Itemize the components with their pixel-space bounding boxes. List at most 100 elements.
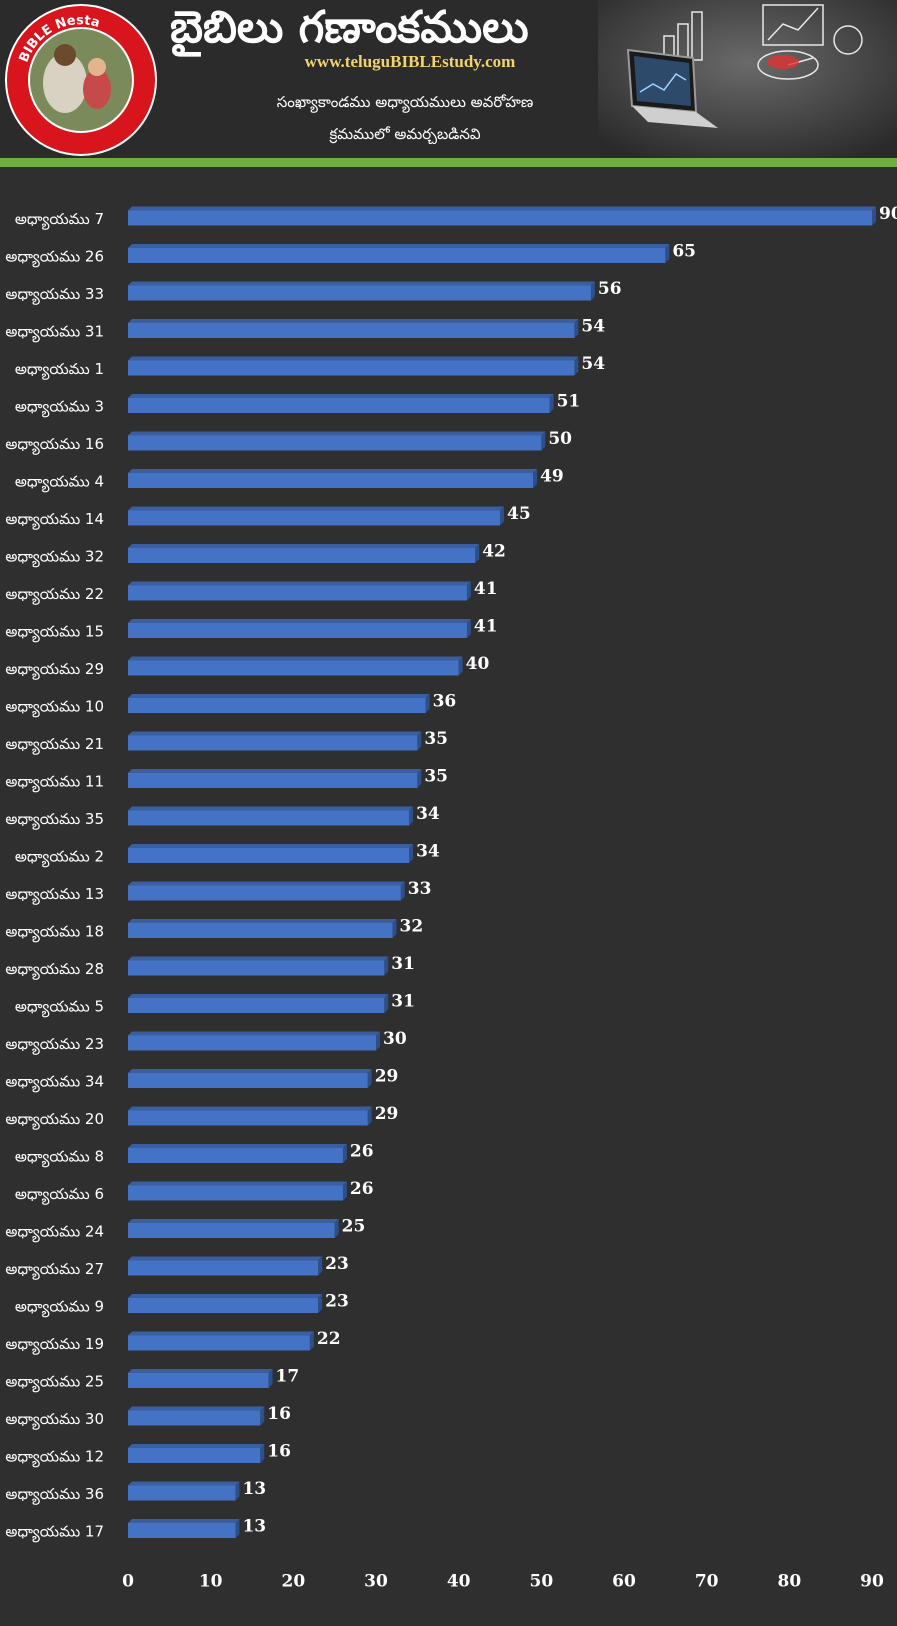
bar-top-face <box>128 1106 372 1111</box>
bar-top-face <box>128 1069 372 1073</box>
data-label: 31 <box>391 992 415 1012</box>
data-label: 49 <box>540 467 564 487</box>
data-label: 35 <box>424 767 448 787</box>
bar-top-face <box>128 206 876 211</box>
bar-top-face <box>128 244 670 248</box>
bar <box>128 210 872 226</box>
category-label: అధ్యాయము 16 <box>5 435 104 455</box>
header: BIBLE Nestam బైబిలు గణాంకములు www.telugu… <box>0 0 897 160</box>
bar-side-face <box>309 1331 314 1351</box>
category-label: అధ్యాయము 23 <box>5 1035 104 1055</box>
category-label: అధ్యాయము 30 <box>5 1410 104 1430</box>
data-label: 36 <box>433 692 457 712</box>
data-label: 33 <box>408 879 432 899</box>
bar-top-face <box>128 1219 339 1223</box>
bar-top-face <box>128 994 389 998</box>
bar-side-face <box>334 1219 339 1238</box>
data-label: 90 <box>879 204 897 224</box>
website-url[interactable]: www.teluguBIBLEstudy.com <box>304 52 516 71</box>
bar <box>128 735 418 751</box>
data-label: 56 <box>598 279 622 299</box>
data-label: 54 <box>581 317 605 337</box>
category-label: అధ్యాయము 6 <box>15 1185 104 1205</box>
bar-top-face <box>128 769 422 773</box>
x-tick-label: 0 <box>122 1572 134 1592</box>
bar-side-face <box>466 581 471 601</box>
category-label: అధ్యాయము 10 <box>5 698 104 718</box>
bar <box>128 698 426 713</box>
bar <box>128 1260 319 1276</box>
data-label: 16 <box>267 1404 291 1424</box>
bar-side-face <box>392 919 397 938</box>
data-label: 17 <box>276 1367 300 1387</box>
bar <box>128 960 385 976</box>
bar-side-face <box>872 206 876 226</box>
subtitle-line-1: సంఖ్యాకాండము అధ్యాయములు అవరోహణ <box>276 93 534 111</box>
bar-top-face <box>128 881 405 886</box>
data-label: 26 <box>350 1142 374 1162</box>
bar-side-face <box>549 394 554 413</box>
bar-side-face <box>318 1294 323 1313</box>
data-label: 34 <box>416 842 440 862</box>
x-tick-label: 10 <box>199 1572 223 1592</box>
bar-side-face <box>384 956 389 976</box>
category-label: అధ్యాయము 8 <box>15 1148 104 1168</box>
bar-side-face <box>574 319 579 338</box>
bar <box>128 1298 319 1313</box>
bar <box>128 1335 310 1351</box>
category-label: అధ్యాయము 26 <box>5 248 104 268</box>
x-tick-label: 70 <box>695 1572 719 1592</box>
bar-side-face <box>533 469 538 488</box>
data-label: 32 <box>400 917 424 937</box>
category-label: అధ్యాయము 35 <box>5 810 104 830</box>
bar <box>128 885 401 901</box>
data-label: 23 <box>325 1254 349 1274</box>
data-label: 41 <box>474 617 498 637</box>
bar-top-face <box>128 356 579 361</box>
bible-nestam-logo: BIBLE Nestam <box>3 3 157 156</box>
category-label: అధ్యాయము 19 <box>5 1335 104 1355</box>
bar-side-face <box>318 1256 323 1276</box>
category-label: అధ్యాయము 11 <box>5 773 104 793</box>
bar <box>128 548 476 563</box>
bar-top-face <box>128 1519 240 1523</box>
data-label: 50 <box>548 429 572 449</box>
bar-side-face <box>268 1369 273 1388</box>
bar-side-face <box>425 694 430 713</box>
category-label: అధ్యాయము 25 <box>5 1373 104 1393</box>
category-label: అధ్యాయము 18 <box>5 923 104 943</box>
bar <box>128 923 393 938</box>
bar-top-face <box>128 1331 314 1336</box>
bar-top-face <box>128 956 389 961</box>
data-label: 31 <box>391 954 415 974</box>
bar <box>128 1223 335 1238</box>
data-label: 26 <box>350 1179 374 1199</box>
bar-side-face <box>417 731 422 751</box>
category-label: అధ్యాయము 24 <box>5 1223 104 1243</box>
bar-top-face <box>128 431 546 436</box>
data-label: 22 <box>317 1329 341 1349</box>
bar-top-face <box>128 1406 265 1411</box>
data-label: 41 <box>474 579 498 599</box>
bar-side-face <box>384 994 389 1013</box>
bar <box>128 323 575 338</box>
bar-side-face <box>500 506 504 526</box>
category-label: అధ్యాయము 3 <box>15 398 104 418</box>
bar <box>128 398 550 413</box>
category-label: అధ్యాయము 13 <box>5 885 104 905</box>
category-label: అధ్యాయము 21 <box>5 735 104 755</box>
data-label: 13 <box>242 1517 266 1537</box>
bar <box>128 473 534 488</box>
bar-side-face <box>665 244 670 263</box>
category-label: అధ్యాయము 1 <box>15 360 104 380</box>
bar-top-face <box>128 731 422 736</box>
bar <box>128 1523 236 1538</box>
bar-top-face <box>128 394 554 398</box>
x-tick-label: 40 <box>447 1572 471 1592</box>
category-label: అధ్యాయము 2 <box>15 848 104 868</box>
x-tick-label: 60 <box>612 1572 636 1592</box>
bar-top-face <box>128 281 595 286</box>
bar-top-face <box>128 1181 347 1186</box>
x-tick-label: 80 <box>777 1572 801 1592</box>
category-label: అధ్యాయము 20 <box>5 1110 104 1130</box>
